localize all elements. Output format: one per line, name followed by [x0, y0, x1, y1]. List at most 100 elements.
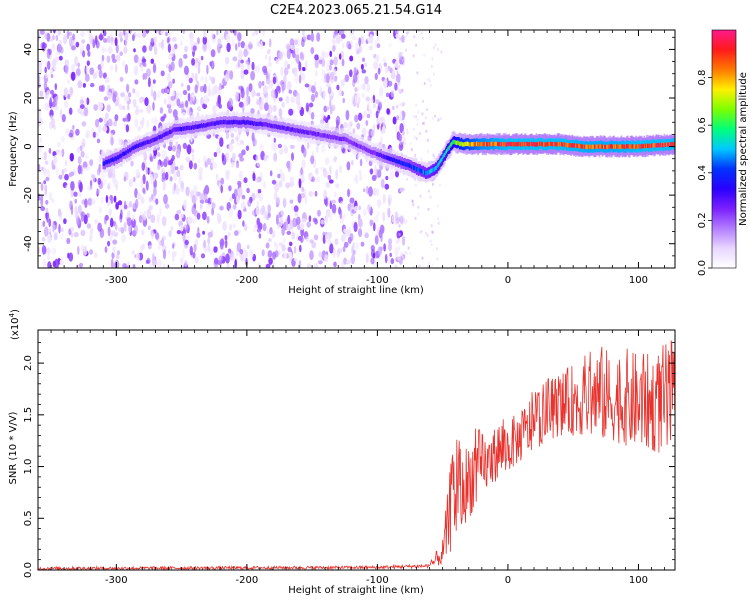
noise-speckle [335, 115, 341, 126]
noise-speckle [57, 30, 61, 36]
spectrogram-x-label: Height of straight line (km) [288, 285, 424, 296]
ridge-core [554, 142, 557, 147]
ridge-core [358, 143, 361, 149]
noise-speckle [288, 89, 293, 94]
noise-speckle [366, 113, 371, 119]
noise-speckle [228, 207, 233, 218]
noise-speckle [340, 33, 346, 39]
noise-speckle [364, 232, 369, 239]
noise-speckle [325, 233, 330, 243]
noise-speckle [368, 108, 373, 115]
noise-speckle [203, 239, 207, 249]
noise-speckle [224, 56, 230, 65]
noise-speckle [267, 61, 272, 68]
noise-speckle [335, 183, 340, 189]
noise-speckle [83, 107, 88, 117]
ridge-core [613, 144, 615, 149]
noise-speckle [257, 189, 262, 194]
noise-speckle [161, 149, 167, 160]
x-tick-label: 0 [505, 275, 511, 286]
noise-speckle [314, 54, 319, 61]
noise-speckle [358, 228, 363, 238]
noise-speckle [45, 168, 50, 174]
noise-speckle [43, 151, 47, 161]
noise-speckle [389, 170, 395, 181]
noise-speckle [351, 159, 354, 166]
noise-speckle [376, 211, 380, 217]
ridge-core [287, 126, 289, 131]
noise-speckle [172, 243, 175, 249]
noise-speckle [351, 35, 357, 41]
noise-speckle [162, 181, 166, 191]
noise-speckle [202, 103, 208, 110]
noise-speckle [45, 73, 49, 79]
noise-speckle [89, 179, 93, 187]
noise-speckle [191, 205, 195, 215]
ridge-core [453, 139, 456, 144]
noise-speckle [63, 218, 67, 225]
noise-speckle [89, 184, 93, 190]
noise-speckle [123, 200, 127, 210]
noise-speckle [165, 156, 169, 164]
y-tick-label: 1.0 [23, 459, 34, 475]
ridge-core [284, 125, 287, 131]
noise-speckle [326, 83, 331, 88]
noise-speckle [425, 231, 427, 235]
noise-speckle [414, 153, 417, 157]
noise-speckle [306, 221, 312, 228]
noise-speckle [333, 156, 337, 163]
noise-speckle [130, 160, 134, 167]
noise-speckle [200, 253, 206, 259]
noise-speckle [391, 105, 395, 111]
noise-speckle [46, 255, 51, 260]
noise-speckle [230, 132, 234, 139]
ridge-core [203, 123, 206, 128]
ridge-core [533, 142, 536, 147]
noise-speckle [131, 34, 135, 42]
noise-speckle [87, 197, 93, 206]
noise-speckle [311, 85, 316, 94]
noise-speckle [314, 58, 319, 69]
noise-speckle [363, 188, 366, 193]
noise-speckle [92, 38, 96, 49]
noise-speckle [111, 53, 116, 60]
noise-speckle [342, 97, 346, 104]
noise-speckle [211, 76, 216, 85]
noise-speckle [136, 32, 142, 39]
ridge-core [209, 122, 212, 127]
noise-speckle [333, 191, 337, 198]
noise-speckle [41, 41, 46, 52]
noise-speckle [118, 137, 122, 146]
x-tick-label: -300 [105, 275, 128, 286]
noise-speckle [194, 256, 199, 264]
noise-speckle [142, 45, 147, 53]
noise-speckle [240, 87, 245, 99]
ridge-core [522, 141, 525, 147]
noise-speckle [330, 71, 335, 80]
noise-speckle [184, 239, 189, 246]
noise-speckle [239, 157, 245, 162]
noise-speckle [286, 230, 292, 235]
ridge-core [437, 162, 440, 168]
noise-speckle [132, 88, 136, 94]
noise-speckle [439, 117, 442, 121]
noise-speckle [165, 171, 169, 181]
noise-speckle [329, 212, 333, 221]
noise-speckle [77, 204, 82, 214]
noise-speckle [261, 80, 265, 86]
noise-speckle [352, 73, 358, 84]
noise-speckle [245, 145, 250, 151]
noise-speckle [176, 230, 182, 235]
noise-speckle [45, 199, 49, 205]
noise-speckle [149, 263, 152, 268]
noise-speckle [102, 125, 108, 132]
noise-speckle [81, 121, 87, 127]
noise-speckle [319, 59, 323, 64]
ridge-core [289, 127, 292, 132]
ridge-core [305, 129, 308, 135]
noise-speckle [82, 50, 86, 58]
ridge-core [570, 143, 573, 148]
noise-speckle [65, 184, 69, 191]
noise-speckle [280, 172, 286, 183]
noise-speckle [75, 68, 81, 77]
